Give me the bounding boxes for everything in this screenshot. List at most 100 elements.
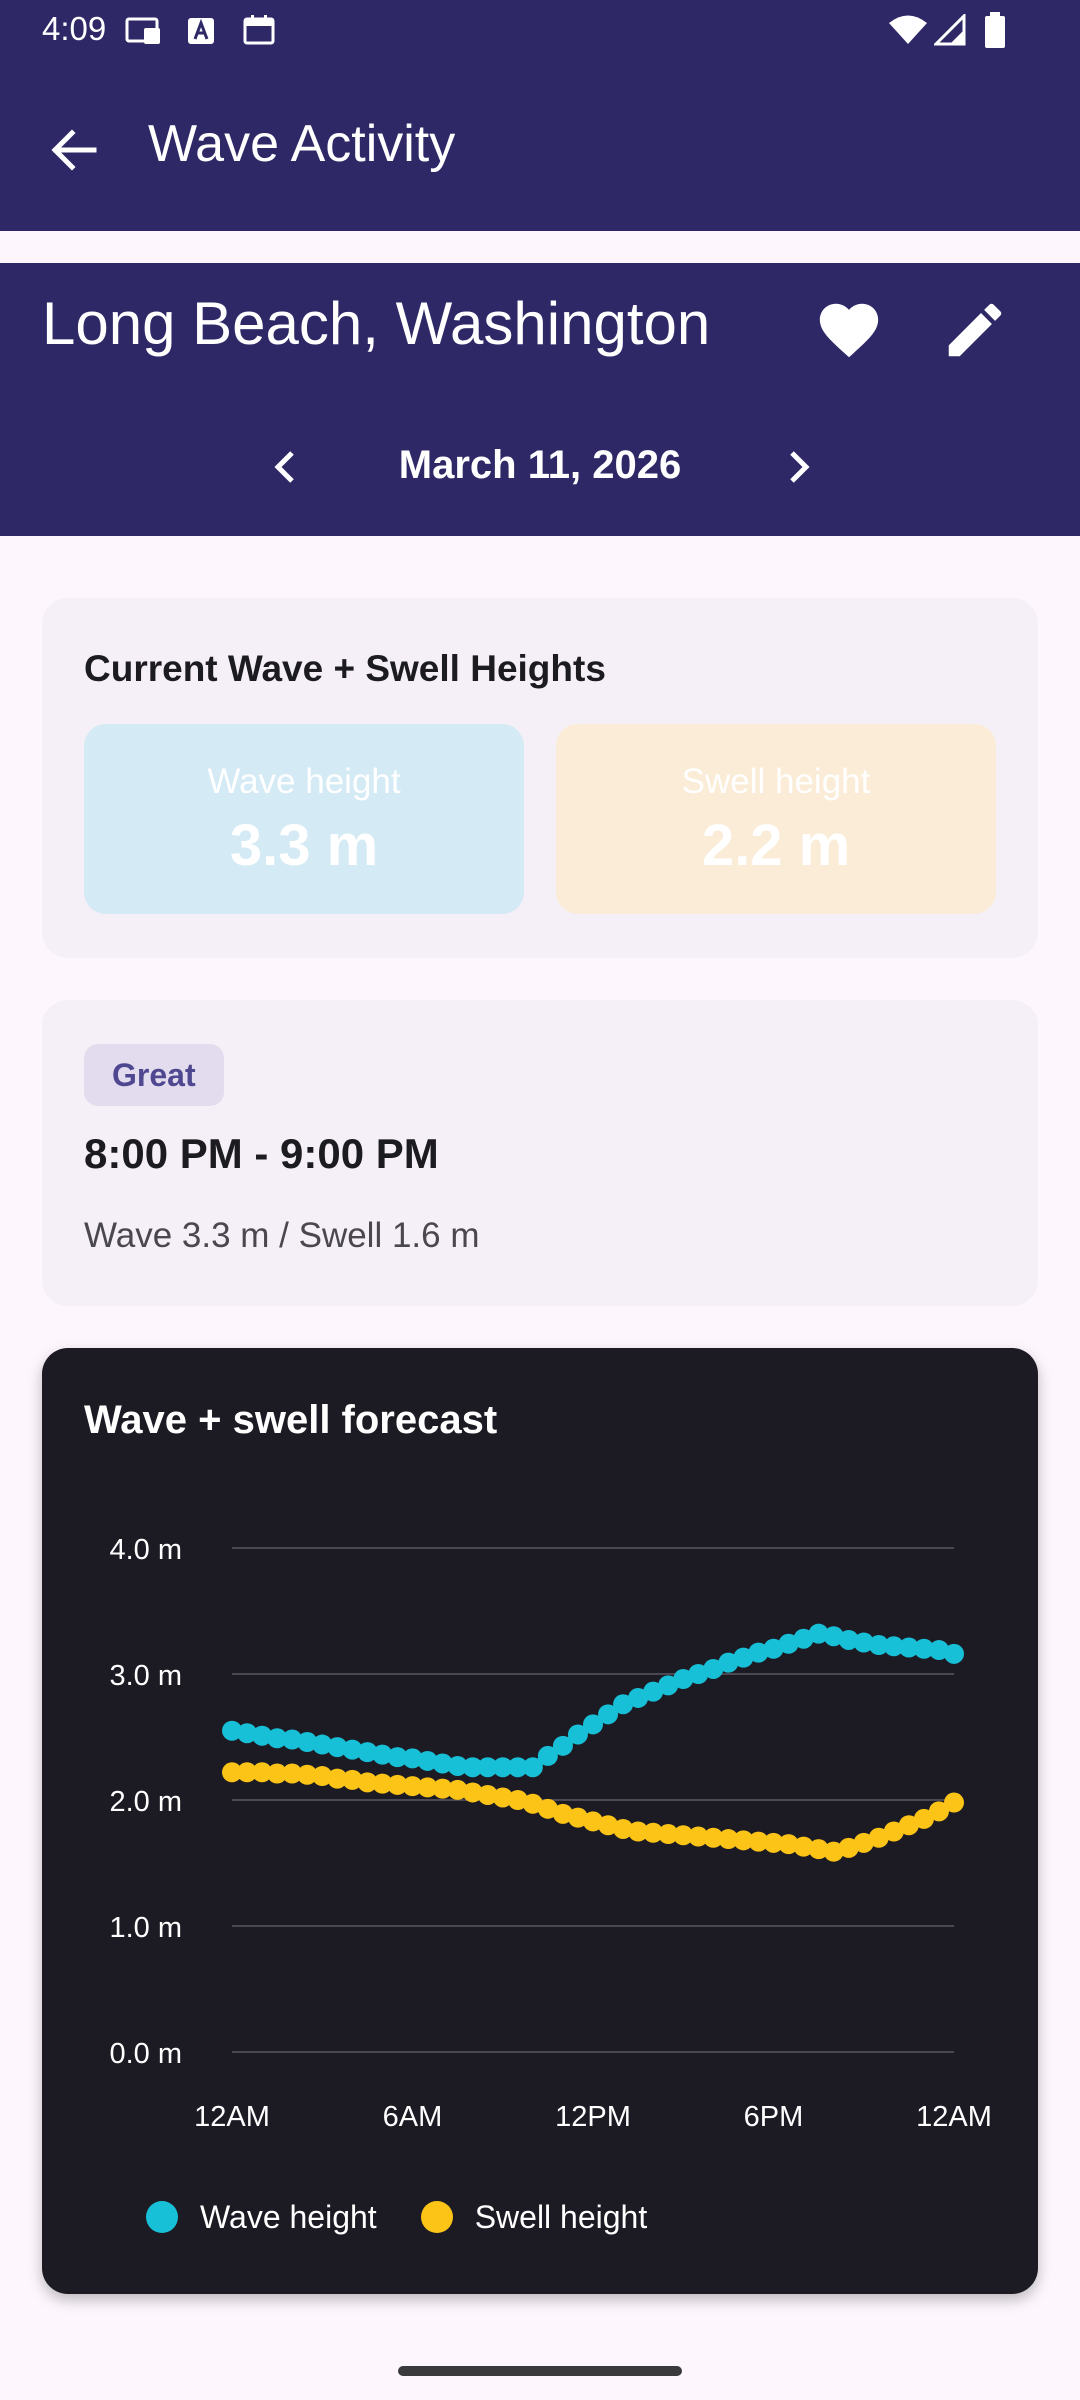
data-point-swell — [237, 1762, 258, 1783]
data-point-swell — [297, 1764, 318, 1785]
data-point-swell — [913, 1808, 934, 1829]
previous-day-button[interactable] — [258, 439, 314, 495]
data-point-wave — [357, 1742, 378, 1763]
data-point-wave — [237, 1723, 258, 1744]
legend-item-wave: Wave height — [146, 2199, 377, 2236]
data-point-swell — [883, 1821, 904, 1842]
data-point-swell — [387, 1774, 408, 1795]
data-point-wave — [643, 1681, 664, 1702]
forecast-chart: 0.0 m 1.0 m 2.0 m 3.0 m 4.0 m 12AM 6AM 12PM 6PM 1… — [109, 1534, 991, 2133]
wifi-icon — [889, 15, 927, 44]
data-point-swell — [718, 1829, 739, 1850]
data-point-wave — [928, 1640, 949, 1661]
data-point-wave — [507, 1757, 528, 1778]
data-point-swell — [628, 1821, 649, 1842]
legend-item-swell: Swell height — [420, 2199, 647, 2236]
pencil-icon — [948, 303, 1002, 357]
data-point-swell — [567, 1807, 588, 1828]
data-point-wave — [598, 1704, 619, 1725]
data-point-swell — [733, 1830, 754, 1851]
data-point-swell — [492, 1787, 513, 1808]
current-heights-card: Current Wave + Swell Heights Wave height… — [42, 598, 1038, 958]
data-point-wave — [462, 1757, 483, 1778]
data-point-wave — [688, 1664, 709, 1684]
data-point-swell — [222, 1762, 242, 1783]
data-point-swell — [688, 1826, 709, 1847]
rating-badge: Great — [84, 1044, 224, 1106]
data-point-wave — [432, 1753, 453, 1774]
data-point-wave — [477, 1757, 498, 1778]
data-point-swell — [598, 1815, 619, 1836]
data-point-wave — [808, 1623, 829, 1644]
forecast-chart-card: Wave + swell forecast 0.0 m 1.0 m 2.0 m 3.0… — [42, 1348, 1038, 2294]
data-point-wave — [252, 1725, 273, 1746]
data-point-swell — [808, 1839, 829, 1860]
favorite-button[interactable] — [814, 295, 884, 365]
data-point-wave — [492, 1757, 513, 1778]
chart-legend: Wave height Swell height — [146, 2192, 691, 2242]
data-point-swell — [763, 1832, 784, 1853]
data-point-swell — [372, 1773, 393, 1794]
y-tick-label: 0.0 m — [109, 2038, 182, 2070]
data-point-wave — [342, 1739, 363, 1760]
data-point-wave — [793, 1628, 814, 1649]
date-label: March 11, 2026 — [398, 443, 682, 487]
data-point-swell — [944, 1792, 964, 1813]
data-point-swell — [447, 1779, 468, 1800]
data-point-swell — [793, 1836, 814, 1857]
data-point-swell — [673, 1825, 694, 1846]
swell-height-tile: Swell height 2.2 m — [556, 724, 996, 914]
legend-dot-swell — [420, 2201, 453, 2233]
data-point-wave — [267, 1728, 288, 1749]
y-tick-label: 1.0 m — [109, 1912, 182, 1944]
window-time-range: 8:00 PM - 9:00 PM — [84, 1130, 439, 1177]
data-point-swell — [823, 1841, 844, 1862]
data-point-swell — [267, 1763, 288, 1784]
x-tick-label: 6PM — [744, 2101, 804, 2133]
data-point-swell — [327, 1768, 348, 1789]
chart-title: Wave + swell forecast — [84, 1398, 498, 1442]
data-point-wave — [853, 1632, 874, 1653]
app-title: Wave Activity — [148, 115, 456, 173]
data-point-swell — [838, 1837, 859, 1858]
data-point-wave — [327, 1737, 348, 1758]
data-point-swell — [748, 1831, 769, 1852]
data-point-wave — [282, 1729, 303, 1750]
data-point-wave — [868, 1635, 889, 1656]
data-point-wave — [898, 1637, 919, 1658]
window-detail: Wave 3.3 m / Swell 1.6 m — [84, 1216, 480, 1255]
data-point-wave — [387, 1747, 408, 1768]
status-time: 4:09 — [42, 10, 107, 47]
location-name: Long Beach, Washington — [42, 290, 711, 357]
home-indicator[interactable] — [398, 2366, 682, 2376]
data-point-wave — [628, 1687, 649, 1708]
wave-height-label: Wave height — [207, 762, 401, 801]
back-button[interactable] — [44, 120, 104, 180]
arrow-back-icon — [51, 129, 97, 171]
best-window-card: Great 8:00 PM - 9:00 PM Wave 3.3 m / Swe… — [42, 1000, 1038, 1306]
chevron-right-icon — [790, 451, 810, 483]
data-point-swell — [507, 1790, 528, 1810]
signal-icon — [934, 14, 966, 46]
data-point-swell — [252, 1762, 273, 1783]
data-point-wave — [763, 1638, 784, 1659]
data-point-wave — [567, 1724, 588, 1745]
wave-height-value: 3.3 m — [229, 813, 379, 878]
next-day-button[interactable] — [770, 439, 826, 495]
data-point-wave — [913, 1638, 934, 1659]
data-point-swell — [853, 1832, 874, 1853]
data-point-wave — [883, 1636, 904, 1657]
data-point-swell — [552, 1803, 573, 1824]
data-point-swell — [613, 1818, 634, 1839]
cast-icon — [125, 17, 160, 44]
data-point-wave — [372, 1744, 393, 1765]
edit-button[interactable] — [940, 295, 1010, 365]
status-bar: 4:09 — [0, 0, 1080, 62]
data-point-swell — [477, 1784, 498, 1805]
data-point-swell — [522, 1793, 543, 1814]
current-heights-title: Current Wave + Swell Heights — [84, 648, 606, 689]
data-point-wave — [823, 1626, 844, 1647]
legend-dot-wave — [146, 2201, 178, 2233]
data-point-wave — [537, 1745, 558, 1766]
data-point-swell — [898, 1815, 919, 1836]
